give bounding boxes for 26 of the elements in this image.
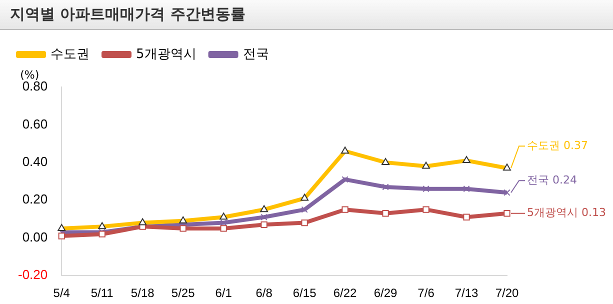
y-tick-label: 0.20 — [22, 192, 48, 207]
y-tick-label: 0.40 — [22, 154, 48, 170]
x-tick-label: 7/6 — [418, 286, 435, 300]
y-tick-label: -0.20 — [18, 267, 48, 282]
x-tick-label: 7/13 — [454, 286, 479, 300]
x-tick-label: 6/29 — [374, 286, 398, 300]
y-tick-label: 0.80 — [22, 78, 48, 94]
x-tick-label: 6/1 — [215, 286, 232, 300]
legend-label: 수도권 — [50, 46, 90, 62]
y-tick-label: 0.60 — [22, 116, 48, 132]
x-tick-label: 5/4 — [53, 286, 70, 300]
x-tick-label: 6/15 — [292, 286, 317, 300]
x-tick-label: 5/18 — [130, 286, 155, 300]
x-tick-label: 5/25 — [171, 286, 196, 300]
y-axis-title: (%) — [20, 68, 40, 82]
annotation: 5개광역시 0.13 — [527, 206, 606, 220]
legend-label: 전국 — [242, 46, 269, 62]
legend-label: 5개광역시 — [136, 46, 196, 62]
x-tick-label: 7/20 — [495, 286, 519, 300]
annotation: 전국 0.24 — [527, 173, 577, 186]
x-tick-label: 6/8 — [256, 286, 273, 300]
y-tick-label: 0.00 — [22, 229, 48, 244]
annotation: 수도권 0.37 — [527, 138, 588, 152]
x-tick-label: 5/11 — [90, 286, 114, 300]
chart-title: 지역별 아파트매매가격 주간변동률 — [0, 0, 613, 30]
x-tick-label: 6/22 — [333, 286, 358, 300]
